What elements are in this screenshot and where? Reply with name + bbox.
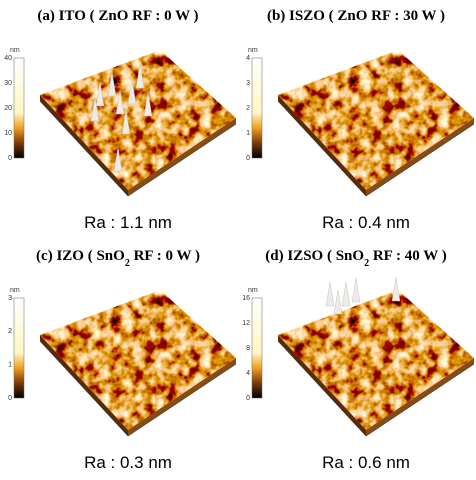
roughness-label: Ra : 1.1 nm xyxy=(84,213,172,232)
colorbar-tick: 16 xyxy=(242,295,250,302)
colorbar-tick: 3 xyxy=(246,80,250,87)
panel-title: (c) IZO ( SnO2 RF : 0 W ) xyxy=(36,248,200,269)
colorbar-tick: 2 xyxy=(246,105,250,112)
colorbar-tick: 0 xyxy=(246,155,250,162)
afm-surface xyxy=(278,50,474,190)
figure: (a) ITO ( ZnO RF : 0 W )nm403020100Ra : … xyxy=(0,0,476,480)
afm-surface xyxy=(40,50,236,190)
colorbar-unit: nm xyxy=(10,287,20,294)
colorbar-unit: nm xyxy=(248,287,258,294)
title-prefix: (d) IZSO ( SnO xyxy=(265,248,364,264)
colorbar-tick: 0 xyxy=(8,155,12,162)
afm-surface xyxy=(278,290,474,430)
colorbar-tick: 4 xyxy=(246,55,250,62)
colorbar-tick: 8 xyxy=(246,345,250,352)
colorbar xyxy=(14,298,24,398)
colorbar xyxy=(252,58,262,158)
spike xyxy=(342,282,350,306)
colorbar-tick: 1 xyxy=(8,362,12,369)
title-suffix: RF : 40 W ) xyxy=(369,248,447,264)
spike xyxy=(352,278,360,302)
colorbar-tick: 20 xyxy=(4,105,12,112)
spike xyxy=(392,277,400,301)
colorbar-tick: 0 xyxy=(8,395,12,402)
colorbar-tick: 4 xyxy=(246,370,250,377)
colorbar-tick: 1 xyxy=(246,130,250,137)
spike xyxy=(334,290,342,314)
colorbar-unit: nm xyxy=(248,47,258,54)
colorbar-tick: 10 xyxy=(4,130,12,137)
colorbar-tick: 40 xyxy=(4,55,12,62)
roughness-label: Ra : 0.4 nm xyxy=(322,213,410,232)
title-prefix: (c) IZO ( SnO xyxy=(36,248,125,264)
roughness-label: Ra : 0.6 nm xyxy=(322,453,410,472)
roughness-label: Ra : 0.3 nm xyxy=(84,453,172,472)
title-suffix: RF : 0 W ) xyxy=(130,248,200,264)
colorbar-tick: 30 xyxy=(4,80,12,87)
panel-title: (d) IZSO ( SnO2 RF : 40 W ) xyxy=(265,248,446,269)
colorbar-tick: 3 xyxy=(8,295,12,302)
panel: (c) IZO ( SnO2 RF : 0 W ) nm3 2 1 0 Ra : 0.3 … xyxy=(8,248,236,472)
colorbar-tick: 12 xyxy=(242,320,250,327)
panel: (b) ISZO ( ZnO RF : 30 W ) nm4 3 2 1 0 Ra : 0.… xyxy=(246,8,474,232)
colorbar-unit: nm xyxy=(10,47,20,54)
colorbar xyxy=(252,298,262,398)
panel-title: (b) ISZO ( ZnO RF : 30 W ) xyxy=(267,8,445,24)
spike xyxy=(326,282,334,306)
panel-title: (a) ITO ( ZnO RF : 0 W ) xyxy=(37,8,198,24)
colorbar xyxy=(14,58,24,158)
afm-surface xyxy=(40,290,236,430)
colorbar-tick: 0 xyxy=(246,395,250,402)
colorbar-tick: 2 xyxy=(8,328,12,335)
